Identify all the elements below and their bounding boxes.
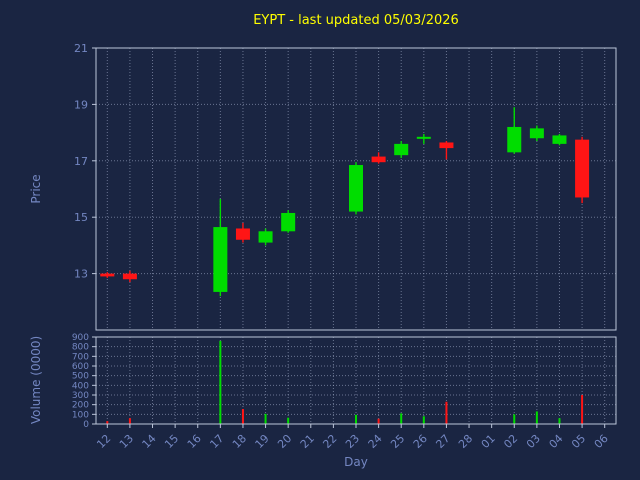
candle-body xyxy=(122,273,137,280)
volume-bar xyxy=(219,340,222,424)
candle-body xyxy=(552,135,567,144)
price-tick-label: 17 xyxy=(74,155,88,168)
day-tick-label: 23 xyxy=(343,432,362,451)
day-axis-label: Day xyxy=(344,455,368,469)
day-tick-label: 12 xyxy=(94,432,113,451)
volume-bar xyxy=(128,418,131,424)
volume-bar xyxy=(513,414,516,424)
volume-bar xyxy=(535,411,538,424)
volume-bar xyxy=(355,414,357,424)
candle-body xyxy=(213,227,228,292)
volume-tick-label: 0 xyxy=(83,420,89,430)
candle-body xyxy=(371,156,386,163)
price-tick-label: 13 xyxy=(74,268,88,281)
day-tick-label: 21 xyxy=(298,432,317,451)
day-tick-label: 22 xyxy=(320,432,339,451)
volume-bar xyxy=(106,421,109,424)
volume-bar xyxy=(241,409,244,424)
volume-tick-label: 200 xyxy=(72,401,89,411)
volume-bar xyxy=(445,401,448,424)
candle-body xyxy=(258,231,273,243)
day-tick-label: 05 xyxy=(569,432,588,451)
volume-tick-label: 600 xyxy=(72,362,89,372)
day-tick-label: 27 xyxy=(433,432,452,451)
candle-body xyxy=(100,273,115,277)
candle-body xyxy=(529,128,544,139)
candle-body xyxy=(575,139,590,198)
price-tick-label: 15 xyxy=(74,211,88,224)
volume-panel-spine xyxy=(95,336,617,425)
volume-bar xyxy=(377,418,380,424)
day-tick-label: 18 xyxy=(230,432,249,451)
day-tick-label: 26 xyxy=(411,432,430,451)
day-tick-label: 24 xyxy=(366,432,385,451)
day-tick-label: 02 xyxy=(501,432,520,451)
day-tick-label: 25 xyxy=(388,432,407,451)
volume-bar xyxy=(581,395,584,424)
price-tick-label: 19 xyxy=(74,98,88,111)
volume-tick-label: 400 xyxy=(72,381,89,391)
volume-tick-label: 800 xyxy=(72,343,89,353)
volume-tick-label: 500 xyxy=(72,372,89,382)
candle-body xyxy=(235,228,250,240)
day-tick-label: 14 xyxy=(140,432,159,451)
volume-tick-label: 700 xyxy=(72,352,89,362)
candle-body xyxy=(394,143,409,156)
volume-bar xyxy=(422,416,425,424)
day-tick-label: 15 xyxy=(162,432,181,451)
day-tick-label: 16 xyxy=(185,432,204,451)
price-panel-spine xyxy=(95,47,617,331)
volume-bar xyxy=(264,413,267,424)
day-tick-label: 19 xyxy=(253,432,272,451)
volume-bar xyxy=(400,413,403,424)
volume-tick-label: 100 xyxy=(72,410,89,420)
day-tick-label: 03 xyxy=(524,432,543,451)
day-tick-label: 04 xyxy=(547,432,566,451)
price-tick-label: 21 xyxy=(74,42,88,55)
day-tick-label: 06 xyxy=(592,432,611,451)
candle-body xyxy=(439,142,454,149)
day-tick-label: 13 xyxy=(117,432,136,451)
chart-title: EYPT - last updated 05/03/2026 xyxy=(253,13,459,28)
volume-tick-label: 300 xyxy=(72,391,89,401)
volume-tick-label: 900 xyxy=(72,333,89,343)
candle-body xyxy=(349,165,363,212)
day-tick-label: 20 xyxy=(275,432,294,451)
day-tick-label: 01 xyxy=(479,432,498,451)
day-tick-label: 17 xyxy=(207,432,226,451)
volume-bar xyxy=(287,417,290,424)
candle-body xyxy=(416,136,431,139)
candle-body xyxy=(281,212,296,232)
day-tick-label: 28 xyxy=(456,432,475,451)
candle-body xyxy=(507,126,522,153)
volume-bar xyxy=(558,418,561,424)
